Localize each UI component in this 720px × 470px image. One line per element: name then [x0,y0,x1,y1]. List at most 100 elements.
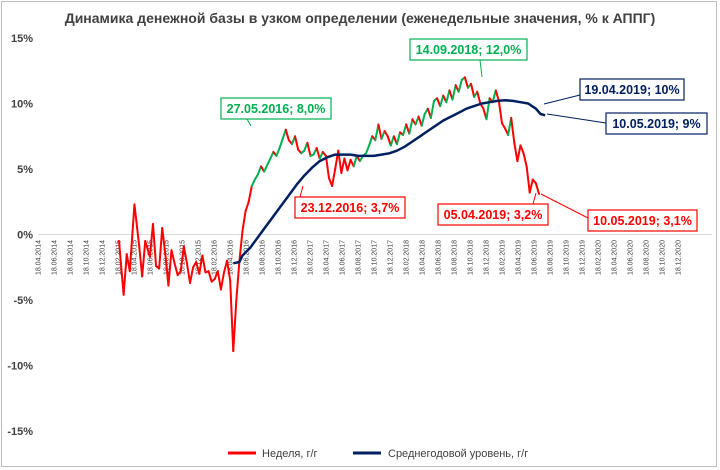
x-tick-label: 18.04.2019 [516,240,523,275]
x-tick-label: 18.12.2014 [100,240,107,275]
weekly-series-segment [497,99,503,125]
weekly-series-segment [133,203,141,246]
annotation-leader-line [540,193,589,219]
y-tick-label: 10% [11,99,33,111]
weekly-series-segment [185,262,192,284]
weekly-series-segment [429,99,435,119]
annotation-box [294,196,406,219]
annotation-label: 14.09.2018; 12,0% [416,43,522,57]
weekly-series-segment [534,182,540,195]
annotation-label: 10.05.2019; 9% [612,117,700,131]
annotation-leader-line [299,185,304,198]
weekly-series-segment [144,240,151,258]
weekly-series-segment [513,141,519,163]
x-tick-label: 18.10.2019 [564,240,571,275]
annotation-leader-line [532,192,537,205]
legend-label-weekly: Неделя, г/г [262,448,318,460]
weekly-series-segment [476,90,482,105]
weekly-series-segment [118,240,125,296]
x-tick-label: 18.06.2016 [244,240,251,275]
annotation-label: 19.04.2019; 10% [584,83,679,97]
weekly-series-segment [519,144,525,155]
x-tick-label: 18.02.2020 [596,240,603,275]
weekly-series-segment [229,279,235,353]
weekly-series-segment [182,245,188,265]
x-tick-label: 18.04.2015 [132,240,139,275]
x-tick-label: 18.12.2015 [196,240,203,275]
annotation-box [587,209,698,232]
weekly-series-segment [463,76,469,89]
weekly-series-segment [167,249,173,287]
weekly-series-segment [470,82,476,98]
weekly-series-segment [266,157,272,167]
weekly-series-segment [216,270,222,291]
x-tick-label: 18.10.2017 [372,240,379,275]
weekly-series-segment [315,147,321,160]
weekly-series-segment [343,157,349,172]
x-tick-label: 18.06.2020 [628,240,635,275]
weekly-series-segment [395,131,402,146]
weekly-series-segment [256,165,263,176]
x-tick-label: 18.12.2016 [292,240,299,275]
x-tick-label: 18.10.2018 [468,240,475,275]
weekly-series-segment [365,144,371,155]
x-tick-label: 18.08.2017 [356,240,363,275]
weekly-series-segment [263,164,269,173]
weekly-series-segment [244,200,250,212]
weekly-series-segment [247,185,253,203]
weekly-series-segment [439,94,445,108]
x-tick-label: 18.06.2015 [148,240,155,275]
x-tick-label: 18.04.2017 [324,240,331,275]
weekly-series-segment [189,266,195,284]
weekly-series-segment [151,223,158,267]
weekly-series-segment [383,130,389,138]
x-tick-label: 18.08.2018 [452,240,459,275]
weekly-series-segment [170,249,176,265]
weekly-series-segment [380,130,386,140]
y-tick-label: -15% [7,426,33,438]
weekly-series-segment [368,135,374,147]
weekly-series-segment [207,270,213,283]
x-tick-label: 18.04.2016 [228,240,235,275]
x-tick-label: 18.08.2019 [548,240,555,275]
weekly-series-segment [250,178,256,188]
x-tick-label: 18.10.2020 [660,240,667,275]
weekly-series-segment [294,135,300,151]
weekly-series-segment [374,123,380,142]
weekly-series-segment [219,271,225,291]
x-tick-label: 18.10.2014 [84,240,91,275]
weekly-series-segment [402,123,408,136]
x-tick-label: 18.08.2020 [644,240,651,275]
weekly-series-segment [284,128,290,142]
weekly-series-segment [253,173,259,181]
y-tick-label: -5% [13,295,33,307]
x-tick-label: 18.12.2018 [484,240,491,275]
annotation-box [437,203,549,226]
weekly-series-segment [525,165,531,194]
x-tick-label: 18.06.2017 [340,240,347,275]
x-tick-label: 18.08.2014 [68,240,75,275]
weekly-series-segment [128,203,136,273]
weekly-series-segment [278,137,284,150]
annotation-leader-line [543,94,581,105]
x-tick-label: 18.04.2014 [36,240,43,275]
weekly-series-segment [173,262,179,277]
annotation-box [579,78,685,101]
weekly-series-segment [158,226,164,270]
x-tick-label: 18.06.2019 [532,240,539,275]
annotation-box [220,97,332,120]
annotation-label: 05.04.2019; 3,2% [444,208,543,222]
chart-title: Динамика денежной базы в узком определен… [64,10,656,26]
legend-label-average: Среднегодовой уровень, г/г [388,448,528,460]
weekly-series-segment [306,141,312,157]
weekly-series-segment [528,178,534,194]
weekly-series-segment [331,168,337,188]
x-tick-label: 18.02.2018 [404,240,411,275]
weekly-series-segment [522,152,528,168]
annotation-label: 10.05.2019; 3,1% [593,214,692,228]
weekly-series-segment [161,226,167,256]
x-tick-label: 18.04.2018 [420,240,427,275]
weekly-series-segment [346,158,352,172]
annotation-box [409,38,528,61]
